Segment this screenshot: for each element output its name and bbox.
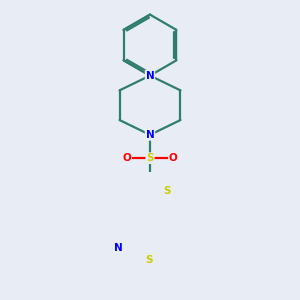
Text: O: O — [169, 153, 178, 163]
Text: N: N — [146, 70, 154, 81]
Text: O: O — [122, 153, 131, 163]
Text: S: S — [146, 153, 154, 163]
Text: N: N — [146, 130, 154, 140]
Text: S: S — [146, 255, 153, 265]
Text: S: S — [163, 186, 171, 196]
Text: N: N — [114, 243, 123, 253]
